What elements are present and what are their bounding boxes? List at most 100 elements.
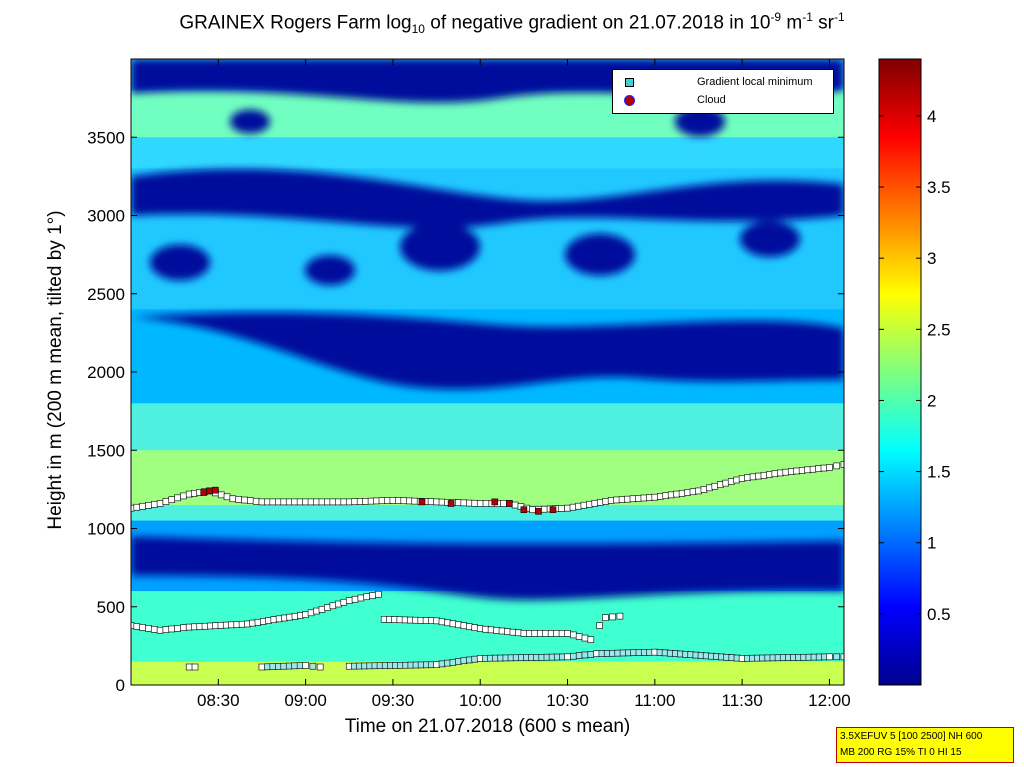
- gradient-minimum-marker: [793, 467, 801, 475]
- legend-label: Gradient local minimum: [697, 76, 813, 88]
- gradient-minimum-point: [433, 498, 440, 506]
- gradient-minimum-marker: [558, 630, 566, 637]
- x-tick-label: 12:00: [808, 691, 851, 710]
- gradient-minimum-marker: [656, 493, 664, 500]
- legend-item-cloud: Cloud: [621, 92, 726, 108]
- x-tick-label: 10:00: [459, 691, 502, 710]
- gradient-minimum-marker: [504, 628, 511, 635]
- gradient-minimum-marker: [444, 619, 451, 627]
- gradient-minimum-marker: [307, 609, 315, 617]
- gradient-minimum-marker: [139, 624, 146, 631]
- gradient-minimum-marker: [329, 498, 337, 506]
- gradient-minimum-marker: [500, 500, 507, 507]
- cloud-point: [200, 489, 208, 496]
- gradient-minimum-marker: [145, 625, 152, 632]
- x-tick-label: 08:30: [197, 691, 240, 710]
- gradient-minimum-marker: [482, 500, 490, 507]
- gradient-minimum-marker: [471, 655, 479, 663]
- gradient-minimum-marker: [596, 498, 604, 506]
- gradient-minimum-marker: [618, 496, 626, 503]
- info-line: MB 200 RG 15% TI 0 HI 15: [840, 747, 962, 758]
- gradient-minimum-point: [651, 493, 659, 501]
- gradient-minimum-marker: [609, 613, 616, 621]
- gradient-minimum-marker: [471, 624, 479, 631]
- gradient-minimum-marker: [427, 498, 435, 505]
- gradient-minimum-point: [302, 498, 309, 506]
- gradient-minimum-marker: [493, 627, 500, 634]
- y-axis: 0 500 1000 1500 2000 2500 3000 3500: [87, 128, 844, 695]
- gradient-minimum-point: [185, 663, 193, 671]
- gradient-minimum-point: [826, 464, 833, 471]
- y-tick-label: 2000: [87, 363, 125, 382]
- info-box: 3.5XEFUV 5 [100 2500] NH 600 MB 200 RG 1…: [836, 727, 1014, 763]
- gradient-minimum-marker: [460, 657, 468, 665]
- gradient-minimum-marker: [542, 630, 550, 637]
- gradient-minimum-marker: [460, 622, 468, 630]
- gradient-minimum-marker: [162, 498, 170, 505]
- gradient-minimum-marker: [247, 497, 254, 504]
- gradient-minimum-marker: [613, 496, 620, 504]
- cloud-point: [549, 506, 557, 514]
- gradient-minimum-marker: [449, 659, 457, 666]
- gradient-minimum-marker: [689, 488, 697, 496]
- heatmap-layer: [131, 168, 844, 228]
- colorbar-ticks: 0.5 1 1.5 2 2.5 3 3.5 4: [879, 107, 951, 624]
- gradient-minimum-point: [302, 662, 309, 669]
- gradient-minimum-marker: [575, 652, 583, 659]
- gradient-minimum-marker: [804, 466, 811, 474]
- gradient-minimum-point: [607, 497, 615, 504]
- gradient-minimum-point: [695, 487, 702, 495]
- heatmap-layer: [131, 312, 844, 390]
- gradient-minimum-marker: [174, 625, 181, 632]
- gradient-minimum-marker: [602, 498, 610, 505]
- heatmap-blob: [400, 222, 480, 271]
- x-tick-label: 10:30: [546, 691, 589, 710]
- gradient-minimum-marker: [531, 630, 539, 637]
- colorbar: [878, 58, 922, 686]
- gradient-minimum-point: [782, 468, 790, 476]
- gradient-minimum-marker: [575, 633, 583, 640]
- colorbar-tick-label: 2.5: [927, 320, 951, 339]
- gradient-minimum-marker: [335, 498, 342, 506]
- gradient-minimum-marker: [667, 491, 675, 499]
- gradient-minimum-marker: [400, 497, 408, 505]
- colorbar-tick-label: 0.5: [927, 605, 951, 624]
- gradient-minimum-marker: [580, 501, 588, 509]
- gradient-minimum-marker: [180, 492, 187, 500]
- gradient-minimum-marker: [264, 663, 271, 671]
- gradient-minimum-marker: [351, 498, 359, 505]
- x-axis-label: Time on 21.07.2018 (600 s mean): [344, 716, 631, 737]
- gradient-minimum-point: [616, 612, 624, 620]
- gradient-minimum-point: [840, 461, 844, 468]
- gradient-minimum-marker: [285, 662, 293, 670]
- gradient-minimum-marker: [711, 482, 719, 490]
- circle-marker-icon: [621, 92, 637, 108]
- gradient-minimum-point: [433, 661, 440, 668]
- gradient-minimum-marker: [444, 659, 451, 667]
- gradient-minimum-marker: [291, 662, 298, 670]
- gradient-minimum-marker: [581, 634, 589, 642]
- cloud-point: [212, 486, 219, 494]
- gradient-minimum-marker: [798, 467, 806, 474]
- gradient-minimum-marker: [217, 491, 225, 499]
- gradient-minimum-marker: [275, 498, 282, 506]
- gradient-minimum-marker: [700, 486, 708, 493]
- gradient-minimum-point: [596, 622, 603, 629]
- gradient-minimum-marker: [820, 464, 828, 472]
- gradient-minimum-point: [258, 498, 266, 506]
- gradient-minimum-marker: [733, 476, 740, 484]
- legend: Gradient local minimum Cloud: [612, 69, 834, 114]
- gradient-minimum-marker: [162, 626, 170, 633]
- gradient-minimum-marker: [133, 503, 141, 511]
- gradient-minimum-marker: [395, 497, 402, 504]
- gradient-minimum-point: [840, 653, 844, 661]
- gradient-minimum-point: [191, 663, 199, 671]
- gradient-minimum-marker: [526, 630, 533, 637]
- gradient-minimum-marker: [384, 497, 391, 504]
- colorbar-tick-label: 3: [927, 249, 936, 268]
- gradient-minimum-marker: [145, 502, 152, 509]
- gradient-minimum-marker: [174, 494, 181, 502]
- gradient-minimum-point: [564, 653, 571, 661]
- gradient-minimum-marker: [139, 502, 146, 510]
- heatmap-band: [131, 661, 844, 685]
